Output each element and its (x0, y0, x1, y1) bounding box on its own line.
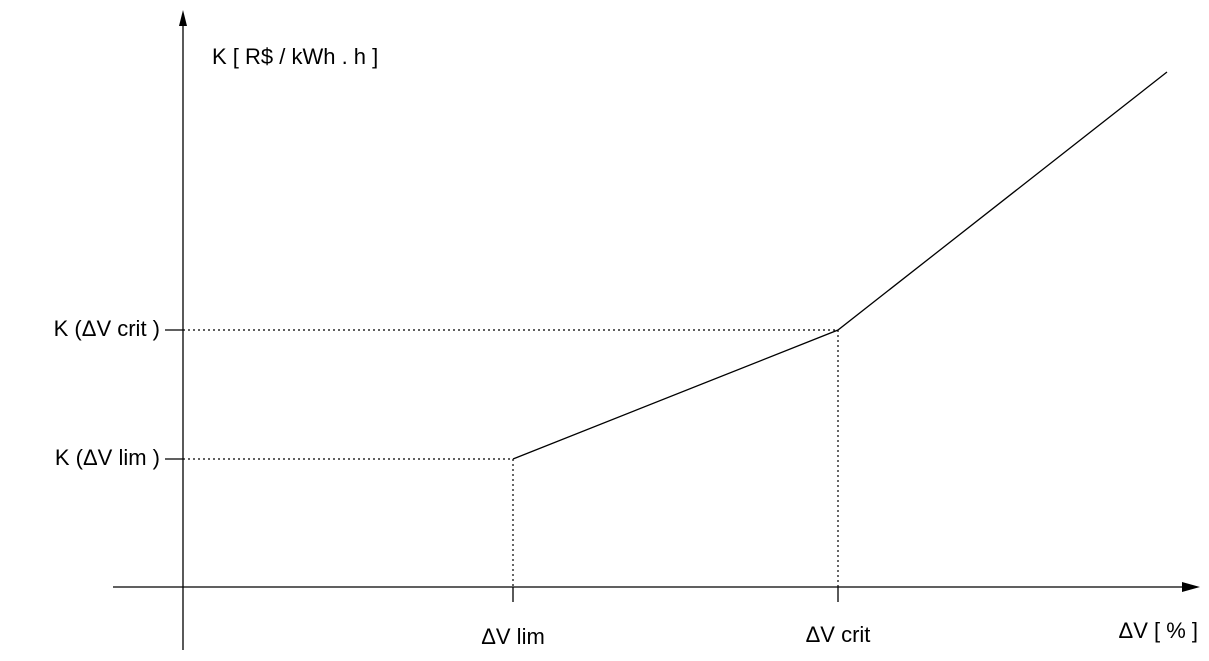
y-label: K (ΔV crit ) (54, 316, 160, 341)
y-axis-label: K [ R$ / kWh . h ] (212, 44, 378, 69)
x-label: ΔV lim (481, 624, 545, 649)
x-axis-arrow (1182, 582, 1200, 592)
cost-curve (512, 71, 1168, 460)
x-axis-label: ΔV [ % ] (1119, 618, 1199, 643)
y-axis-arrow (179, 10, 187, 26)
x-label: ΔV crit (806, 622, 871, 647)
y-label: K (ΔV lim ) (55, 445, 160, 470)
